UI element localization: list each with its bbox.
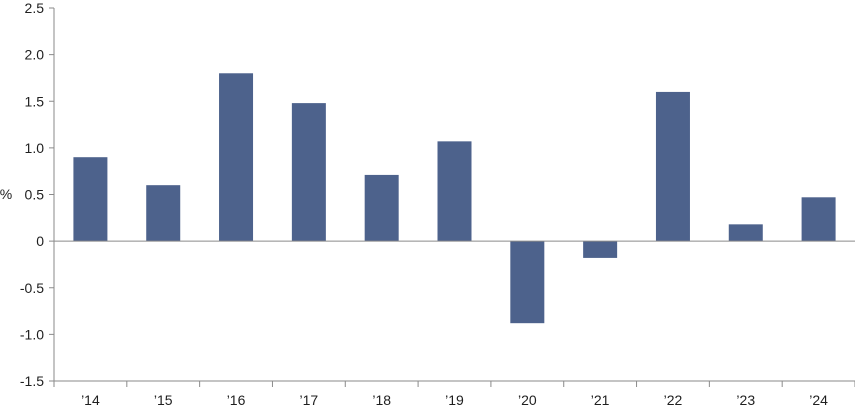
- bar: [291, 103, 326, 242]
- x-tick-label: ’14: [81, 392, 100, 408]
- y-tick-label: 1.5: [25, 93, 45, 109]
- y-tick-label: 1.0: [25, 140, 45, 156]
- x-tick-label: ’23: [736, 392, 755, 408]
- x-tick-label: ’19: [445, 392, 464, 408]
- y-tick-label: 0: [36, 233, 44, 249]
- y-tick-label: -0.5: [20, 280, 44, 296]
- bar: [801, 197, 836, 242]
- x-tick-label: ’21: [591, 392, 610, 408]
- y-axis-unit-label: %: [0, 186, 12, 202]
- x-axis: ’14 ’15 ’16 ’17 ’18 ’19 ’20 ’21 ’22 ’23 ’24: [53, 380, 855, 408]
- x-tick-label: ’15: [154, 392, 173, 408]
- bar: [73, 157, 108, 242]
- y-tick-label: -1.5: [20, 373, 44, 389]
- bar: [437, 141, 472, 242]
- x-tick-label: ’20: [518, 392, 537, 408]
- bar: [583, 241, 618, 258]
- bars: [73, 73, 836, 324]
- x-tick-label: ’16: [227, 392, 246, 408]
- bar: [219, 73, 254, 242]
- bar: [510, 241, 545, 324]
- y-tick-label: 2.5: [25, 0, 45, 16]
- x-tick-label: ’18: [372, 392, 391, 408]
- bar: [146, 185, 181, 242]
- x-tick-label: ’17: [300, 392, 319, 408]
- bar: [655, 91, 690, 242]
- bar: [728, 224, 763, 242]
- y-tick-label: 2.0: [25, 47, 45, 63]
- y-axis: 2.5 2.0 1.5 1.0 0.5 0 -0.5 -1.0 -1.5: [20, 0, 55, 389]
- x-tick-label: ’24: [809, 392, 828, 408]
- bar: [364, 174, 399, 242]
- x-tick-label: ’22: [664, 392, 683, 408]
- y-tick-label: 0.5: [25, 187, 45, 203]
- y-tick-label: -1.0: [20, 326, 44, 342]
